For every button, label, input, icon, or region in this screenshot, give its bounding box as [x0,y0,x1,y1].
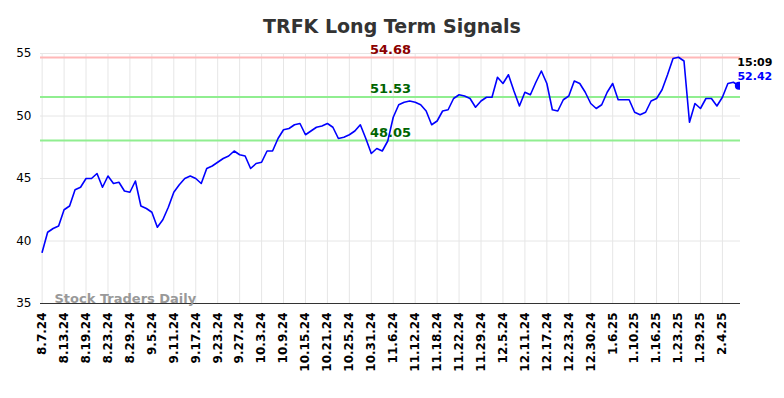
svg-text:54.68: 54.68 [370,42,411,57]
svg-text:12.30.24: 12.30.24 [584,313,598,372]
svg-text:11.22.24: 11.22.24 [452,313,466,372]
svg-text:12.23.24: 12.23.24 [562,313,576,372]
svg-text:1.10.25: 1.10.25 [627,313,641,364]
svg-text:55: 55 [16,46,31,60]
svg-text:8.23.24: 8.23.24 [101,313,115,364]
svg-text:12.5.24: 12.5.24 [496,313,510,364]
svg-text:10.15.24: 10.15.24 [298,313,312,372]
svg-text:45: 45 [16,171,31,185]
svg-text:10.9.24: 10.9.24 [276,313,290,364]
svg-text:9.27.24: 9.27.24 [232,313,246,364]
svg-text:12.17.24: 12.17.24 [540,313,554,372]
svg-text:9.5.24: 9.5.24 [145,313,159,356]
svg-text:11.12.24: 11.12.24 [408,313,422,372]
svg-text:9.17.24: 9.17.24 [189,313,203,364]
svg-text:8.29.24: 8.29.24 [123,313,137,364]
html-text:TRFK Long Term Signals: TRFK Long Term Signals [263,15,521,37]
svg-text:8.7.24: 8.7.24 [35,313,49,356]
svg-text:1.6.25: 1.6.25 [606,313,620,356]
svg-text:11.6.24: 11.6.24 [386,313,400,364]
svg-text:8.19.24: 8.19.24 [79,313,93,364]
svg-text:9.11.24: 9.11.24 [167,313,181,364]
svg-text:48.05: 48.05 [369,124,412,140]
svg-text:35: 35 [16,296,31,310]
svg-text:9.23.24: 9.23.24 [211,313,225,364]
svg-text:11.18.24: 11.18.24 [430,313,444,372]
svg-text:40: 40 [16,234,31,248]
svg-text:8.13.24: 8.13.24 [57,313,71,364]
svg-text:10.21.24: 10.21.24 [320,313,334,372]
svg-text:50: 50 [16,109,31,123]
svg-text:51.53: 51.53 [370,81,411,96]
svg-text:2.4.25: 2.4.25 [715,313,729,356]
svg-text:Stock Traders Daily: Stock Traders Daily [55,291,197,306]
svg-text:10.25.24: 10.25.24 [342,313,356,372]
svg-text:10.31.24: 10.31.24 [364,313,378,372]
svg-text:10.3.24: 10.3.24 [254,313,268,364]
svg-text:11.29.24: 11.29.24 [474,313,488,372]
svg-text:1.29.25: 1.29.25 [693,313,707,364]
svg-text:15:09: 15:09 [737,56,772,69]
svg-text:1.23.25: 1.23.25 [671,313,685,364]
svg-text:12.11.24: 12.11.24 [518,313,532,372]
svg-text:1.16.25: 1.16.25 [649,313,663,364]
svg-text:52.42: 52.42 [737,70,772,83]
